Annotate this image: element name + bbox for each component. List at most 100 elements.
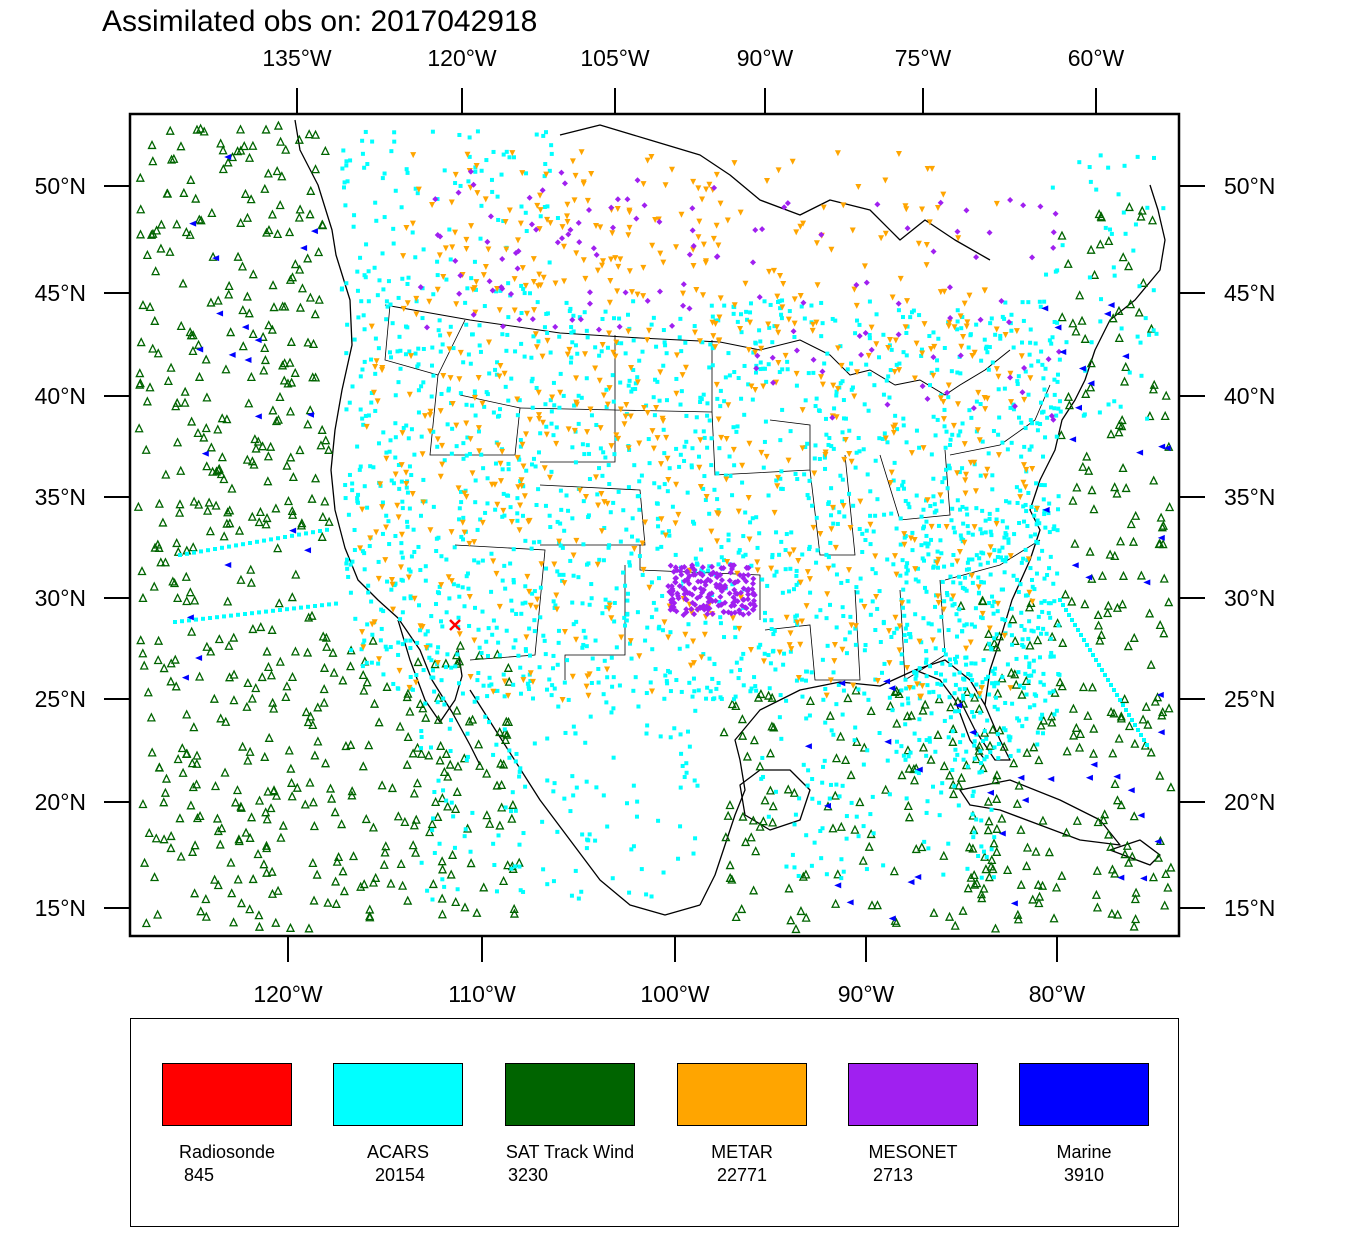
acars-marker (530, 376, 535, 381)
acars-marker (381, 672, 386, 677)
mesonet-marker (689, 599, 696, 606)
sat-track-wind-marker (433, 811, 443, 821)
acars-marker (715, 471, 720, 476)
acars-marker (960, 421, 965, 426)
sat-track-wind-marker (190, 595, 200, 605)
acars-marker (847, 428, 852, 433)
sat-track-wind-marker (186, 174, 196, 184)
mesonet-marker (498, 284, 505, 291)
acars-marker (1012, 532, 1017, 537)
acars-marker (1040, 609, 1045, 614)
acars-marker (435, 700, 440, 705)
metar-marker (920, 445, 927, 452)
sat-track-wind-marker (1010, 635, 1020, 646)
acars-marker (526, 684, 531, 689)
acars-marker (529, 355, 534, 360)
acars-marker (937, 694, 942, 699)
metar-marker (967, 459, 974, 466)
acars-marker (518, 766, 523, 771)
metar-marker (748, 383, 755, 390)
metar-marker (646, 327, 653, 334)
mesonet-marker (614, 196, 621, 203)
metar-marker (800, 220, 807, 227)
sat-track-wind-marker (262, 227, 272, 237)
acars-marker (576, 896, 581, 901)
sat-track-wind-marker (1119, 376, 1130, 386)
sat-track-wind-marker (441, 748, 451, 758)
acars-marker (568, 360, 573, 365)
acars-marker (870, 794, 875, 799)
acars-marker (513, 808, 518, 813)
sat-track-wind-marker (271, 416, 282, 426)
acars-marker (551, 380, 556, 385)
mesonet-marker (1011, 403, 1018, 410)
sat-track-wind-marker (314, 247, 324, 257)
mesonet-marker (552, 323, 559, 330)
acars-marker (557, 572, 562, 577)
sat-track-wind-marker (263, 476, 273, 486)
mesonet-marker (728, 610, 735, 617)
metar-marker (544, 337, 551, 344)
acars-marker (707, 418, 712, 423)
acars-marker (958, 533, 963, 538)
mesonet-marker (676, 583, 683, 590)
acars-marker (988, 529, 993, 534)
acars-marker (453, 181, 458, 186)
acars-marker (825, 351, 830, 356)
acars-marker (940, 480, 945, 485)
sat-track-wind-marker (1110, 550, 1120, 560)
acars-marker (1088, 648, 1092, 652)
metar-marker (557, 389, 564, 396)
acars-marker (893, 413, 898, 418)
sat-track-wind-marker (1072, 815, 1082, 825)
acars-marker (1018, 582, 1023, 587)
sat-track-wind-marker (760, 795, 770, 805)
mesonet-marker (739, 602, 746, 609)
metar-marker (979, 610, 986, 617)
mesonet-marker (737, 589, 744, 596)
metar-marker (799, 407, 806, 414)
sat-track-wind-marker (256, 621, 266, 632)
acars-marker (1011, 573, 1016, 578)
acars-marker (741, 683, 746, 688)
acars-marker (814, 515, 819, 520)
acars-marker (439, 554, 444, 559)
acars-marker (1021, 644, 1026, 649)
acars-marker (435, 650, 440, 655)
acars-marker (419, 434, 424, 439)
sat-track-wind-marker (273, 228, 283, 239)
acars-marker (959, 326, 964, 331)
acars-marker (710, 346, 715, 351)
metar-marker (564, 201, 571, 208)
acars-marker (822, 361, 827, 366)
sat-track-wind-marker (431, 796, 441, 807)
metar-marker (1021, 396, 1028, 403)
acars-marker (714, 686, 719, 691)
acars-marker (958, 507, 963, 512)
metar-marker (799, 445, 806, 452)
metar-marker (525, 518, 532, 525)
mesonet-marker (1005, 319, 1012, 326)
acars-marker (350, 481, 355, 486)
marine-marker (888, 915, 896, 922)
mexico-pacific-coast (469, 689, 701, 916)
acars-marker (428, 745, 433, 750)
acars-marker (820, 780, 825, 785)
metar-marker (924, 166, 931, 173)
legend-label-sat-track-wind: SAT Track Wind (505, 1142, 635, 1162)
acars-marker (1028, 566, 1033, 571)
metar-marker (773, 324, 780, 331)
acars-marker (362, 567, 367, 572)
acars-marker (1000, 545, 1005, 550)
mesonet-marker (516, 316, 523, 323)
sat-track-wind-marker (890, 915, 900, 925)
sat-track-wind-marker (405, 706, 415, 716)
acars-marker (584, 376, 589, 381)
acars-marker (684, 761, 689, 766)
sat-track-wind-marker (992, 642, 1002, 652)
acars-marker (393, 455, 398, 460)
metar-marker (556, 538, 563, 545)
acars-marker (623, 583, 628, 588)
acars-marker (953, 757, 958, 762)
acars-marker (917, 717, 922, 722)
